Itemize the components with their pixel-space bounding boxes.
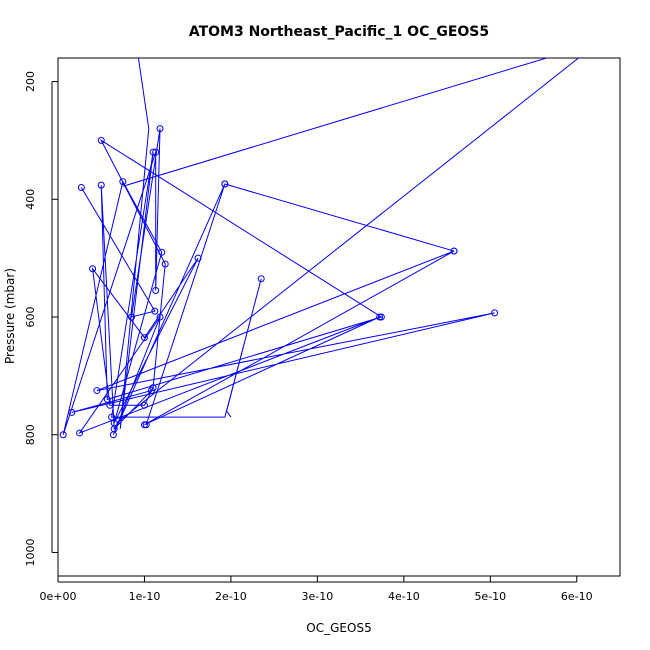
y-axis-label: Pressure (mbar) [3, 268, 17, 364]
y-tick-label: 400 [24, 189, 37, 210]
data-point [97, 136, 105, 144]
data-point [257, 275, 265, 283]
data-point [152, 148, 160, 156]
data-point [156, 125, 164, 133]
y-tick-label: 200 [24, 71, 37, 92]
data-point [161, 260, 169, 268]
data-point [140, 334, 148, 342]
data-point [376, 313, 384, 321]
plot-area [59, 58, 579, 439]
data-point [147, 387, 155, 395]
data-point [106, 401, 114, 409]
data-point [89, 265, 97, 273]
data-point [59, 431, 67, 439]
data-point [103, 395, 111, 403]
series-line-1 [62, 128, 495, 435]
data-point [68, 408, 76, 416]
x-axis-label: OC_GEOS5 [306, 621, 371, 635]
x-tick-label: 0e+00 [40, 590, 77, 603]
series-group [59, 58, 579, 439]
data-point [152, 287, 160, 295]
data-point [450, 247, 458, 255]
data-point [119, 178, 127, 186]
x-tick-label: 2e-10 [215, 590, 247, 603]
data-point [109, 431, 117, 439]
data-point [127, 313, 135, 321]
data-point [142, 421, 150, 429]
x-tick-label: 4e-10 [388, 590, 420, 603]
x-tick-label: 3e-10 [302, 590, 334, 603]
y-tick-label: 1000 [24, 538, 37, 566]
data-point [77, 184, 85, 191]
series-segment-0 [122, 58, 547, 187]
data-point [97, 181, 105, 189]
x-tick-label: 1e-10 [129, 590, 161, 603]
data-point [221, 180, 229, 188]
series-segment-1 [116, 58, 579, 424]
y-tick-label: 800 [24, 424, 37, 445]
data-point [76, 429, 84, 437]
data-point [151, 307, 159, 315]
data-point [140, 401, 148, 409]
data-point [158, 248, 166, 256]
data-point [93, 387, 101, 395]
plot-frame [57, 57, 621, 577]
x-tick-label: 5e-10 [474, 590, 506, 603]
data-point [194, 254, 202, 262]
chart-title: ATOM3 Northeast_Pacific_1 OC_GEOS5 [189, 24, 489, 40]
data-point [491, 309, 499, 317]
y-tick-label: 600 [24, 307, 37, 328]
x-tick-label: 6e-10 [561, 590, 593, 603]
axes: 0e+00 1e-10 2e-10 3e-10 4e-10 5e-10 6e-10 200 40… [24, 57, 621, 603]
data-point [156, 313, 164, 321]
